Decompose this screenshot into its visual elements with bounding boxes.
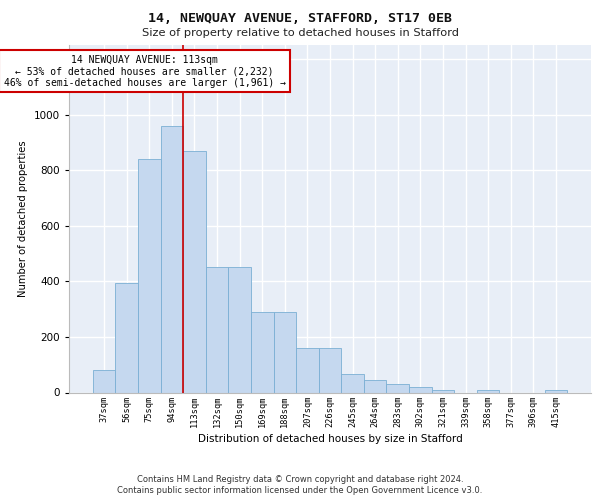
Bar — [545, 390, 567, 392]
Bar — [296, 348, 319, 393]
Bar — [477, 390, 499, 392]
Bar — [183, 150, 206, 392]
Bar — [409, 387, 431, 392]
Text: 14, NEWQUAY AVENUE, STAFFORD, ST17 0EB: 14, NEWQUAY AVENUE, STAFFORD, ST17 0EB — [148, 12, 452, 26]
Text: Size of property relative to detached houses in Stafford: Size of property relative to detached ho… — [142, 28, 458, 38]
Bar — [229, 268, 251, 392]
Bar — [251, 312, 274, 392]
Bar — [364, 380, 386, 392]
Bar — [138, 159, 161, 392]
Y-axis label: Number of detached properties: Number of detached properties — [18, 140, 28, 297]
Bar — [319, 348, 341, 393]
Bar — [115, 282, 138, 393]
Bar — [274, 312, 296, 392]
Text: Contains HM Land Registry data © Crown copyright and database right 2024.: Contains HM Land Registry data © Crown c… — [137, 475, 463, 484]
X-axis label: Distribution of detached houses by size in Stafford: Distribution of detached houses by size … — [197, 434, 463, 444]
Bar — [431, 390, 454, 392]
Bar — [161, 126, 183, 392]
Bar — [341, 374, 364, 392]
Bar — [386, 384, 409, 392]
Bar — [206, 268, 229, 392]
Text: Contains public sector information licensed under the Open Government Licence v3: Contains public sector information licen… — [118, 486, 482, 495]
Text: 14 NEWQUAY AVENUE: 113sqm
← 53% of detached houses are smaller (2,232)
46% of se: 14 NEWQUAY AVENUE: 113sqm ← 53% of detac… — [4, 54, 286, 88]
Bar — [93, 370, 115, 392]
